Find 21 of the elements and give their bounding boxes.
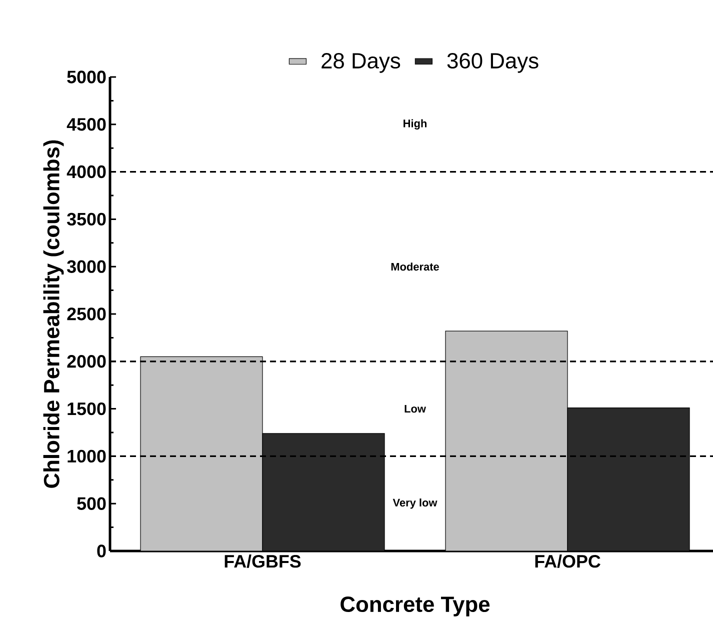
x-tick-label: FA/OPC <box>535 554 600 568</box>
y-tick-label: 5000 <box>67 70 106 84</box>
y-tick-label: 4000 <box>66 165 106 178</box>
y-tick-label: 500 <box>77 497 106 510</box>
y-tick-label: 3000 <box>66 260 106 273</box>
y-tick-label: 0 <box>97 544 106 558</box>
annotation: Very low <box>392 498 438 509</box>
y-axis-title: Chloride Permeability (coulombs) <box>43 140 64 488</box>
y-tick-label: 3500 <box>66 212 106 226</box>
y-tick-label: 1000 <box>68 450 106 463</box>
legend-label: 360 Days <box>447 53 538 73</box>
annotation: Low <box>404 404 426 413</box>
y-tick-label: 4500 <box>66 118 106 131</box>
annotation: Moderate <box>391 262 439 271</box>
legend-label: 28 Days <box>322 53 400 73</box>
annotation: High <box>404 119 426 130</box>
x-axis-title: Concrete Type <box>340 596 490 616</box>
y-tick-label: 1500 <box>68 402 106 416</box>
y-tick-label: 2000 <box>67 355 106 368</box>
y-tick-label: 2500 <box>67 308 106 320</box>
x-tick-label: FA/GBFS <box>224 554 301 568</box>
